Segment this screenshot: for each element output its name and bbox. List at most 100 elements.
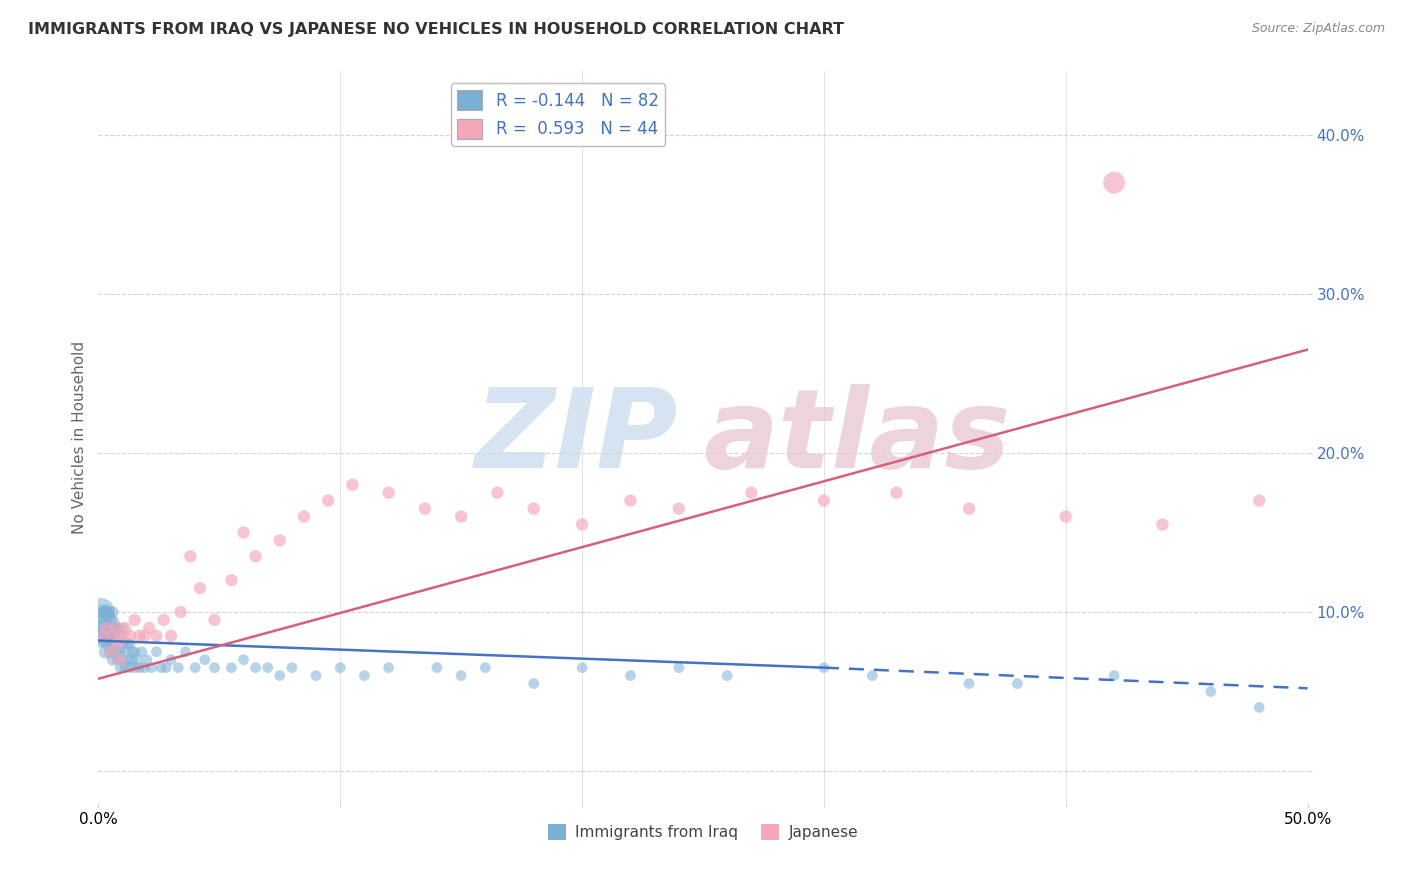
Point [305,668,328,682]
Point [571,517,593,532]
Point [135,653,157,667]
Point [245,660,267,674]
Point [1199,684,1222,698]
Point [128,629,150,643]
Point [108,645,131,659]
Point [957,501,980,516]
Point [91,605,114,619]
Point [101,637,124,651]
Point [232,525,254,540]
Point [101,605,124,619]
Text: ZIP: ZIP [475,384,679,491]
Point [118,629,141,643]
Point [813,660,835,674]
Point [474,660,496,674]
Point [886,485,908,500]
Point [100,629,122,643]
Point [101,621,124,635]
Point [1249,700,1271,714]
Point [150,660,173,674]
Point [90,605,112,619]
Point [134,660,156,674]
Point [668,660,690,674]
Point [1249,493,1271,508]
Point [523,676,546,690]
Text: Source: ZipAtlas.com: Source: ZipAtlas.com [1251,22,1385,36]
Point [117,653,139,667]
Point [107,621,129,635]
Point [523,501,546,516]
Point [131,645,153,659]
Y-axis label: No Vehicles in Household: No Vehicles in Household [72,341,87,533]
Point [179,549,201,564]
Point [221,660,243,674]
Point [91,621,114,635]
Point [111,653,134,667]
Point [101,653,124,667]
Point [957,676,980,690]
Point [716,668,738,682]
Point [97,621,120,635]
Point [127,653,149,667]
Point [245,549,267,564]
Point [107,637,129,651]
Point [486,485,509,500]
Point [104,629,127,643]
Point [97,605,120,619]
Point [256,660,278,674]
Point [114,621,136,635]
Point [121,645,143,659]
Point [94,645,117,659]
Point [134,629,156,643]
Point [108,629,131,643]
Point [413,501,436,516]
Point [353,668,375,682]
Point [118,637,141,651]
Point [91,629,114,643]
Point [100,645,122,659]
Point [91,629,114,643]
Point [118,660,141,674]
Point [97,637,120,651]
Point [329,660,352,674]
Point [107,637,129,651]
Point [281,660,304,674]
Point [232,653,254,667]
Point [100,613,122,627]
Point [111,629,134,643]
Point [221,573,243,587]
Point [571,660,593,674]
Point [108,653,131,667]
Point [426,660,449,674]
Point [169,605,191,619]
Point [111,637,134,651]
Point [145,629,167,643]
Point [104,621,127,635]
Point [167,660,190,674]
Point [813,493,835,508]
Point [188,581,211,595]
Point [184,660,207,674]
Point [94,621,117,635]
Point [619,493,641,508]
Point [141,660,163,674]
Point [204,660,226,674]
Point [377,485,399,500]
Point [1102,176,1125,190]
Point [668,501,690,516]
Point [292,509,315,524]
Text: IMMIGRANTS FROM IRAQ VS JAPANESE NO VEHICLES IN HOUSEHOLD CORRELATION CHART: IMMIGRANTS FROM IRAQ VS JAPANESE NO VEHI… [28,22,844,37]
Point [145,645,167,659]
Point [740,485,762,500]
Point [100,645,122,659]
Point [104,645,127,659]
Point [316,493,339,508]
Point [121,653,143,667]
Point [160,629,183,643]
Point [124,613,146,627]
Point [108,660,131,674]
Point [152,613,174,627]
Point [450,509,472,524]
Point [860,668,883,682]
Point [124,660,146,674]
